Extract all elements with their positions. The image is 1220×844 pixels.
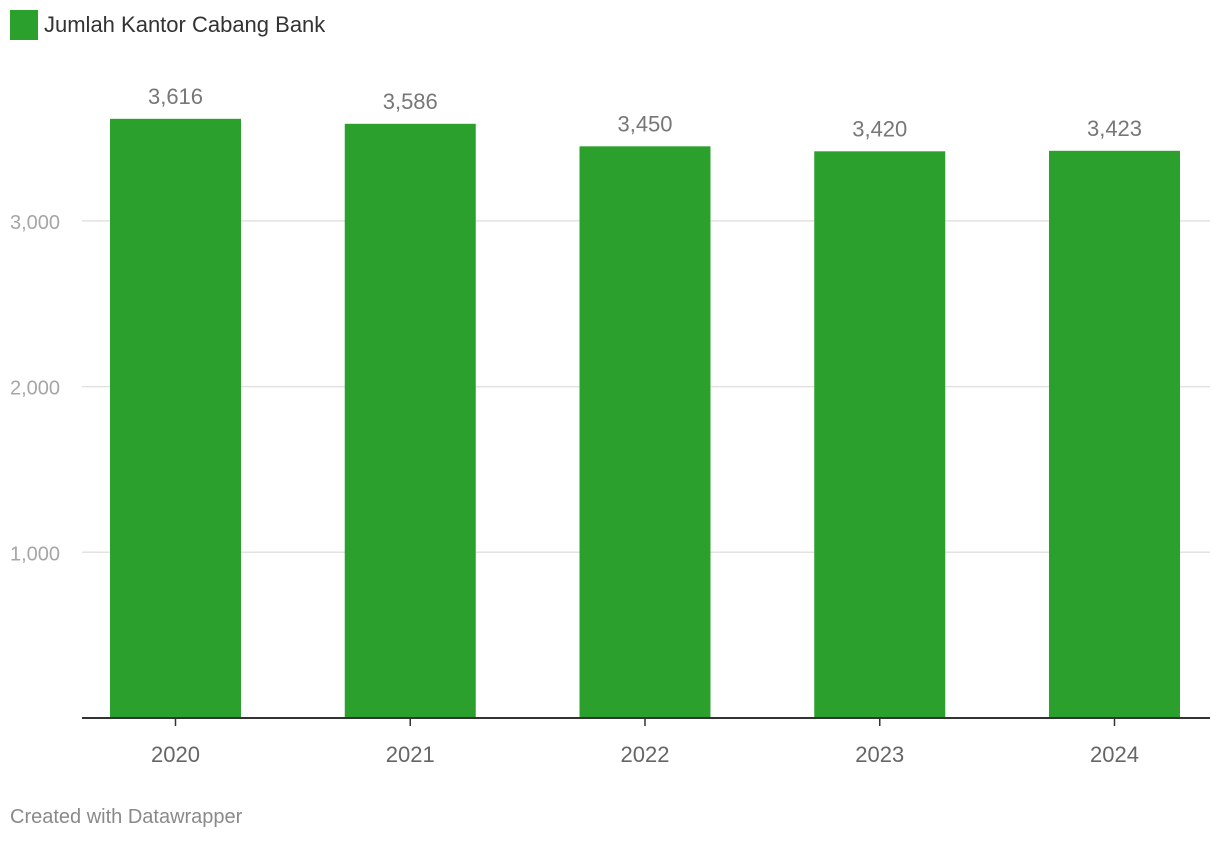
- y-tick-label: 1,000: [10, 543, 60, 565]
- x-tick-label: 2020: [151, 742, 200, 767]
- bar: [344, 123, 476, 718]
- bar: [579, 146, 711, 718]
- bar: [1049, 150, 1180, 718]
- data-labels: 3,616 3,586 3,450 3,420 3,423: [148, 84, 1142, 141]
- x-tick-label: 2023: [855, 742, 904, 767]
- data-label: 3,616: [148, 84, 203, 109]
- legend: Jumlah Kantor Cabang Bank: [10, 10, 325, 40]
- legend-swatch: [10, 10, 38, 40]
- bar: [110, 118, 241, 718]
- y-tick-label: 3,000: [10, 212, 60, 234]
- x-tick-label: 2022: [621, 742, 670, 767]
- x-tick-label: 2021: [386, 742, 435, 767]
- legend-label: Jumlah Kantor Cabang Bank: [44, 12, 326, 37]
- bars: [110, 118, 1180, 718]
- data-label: 3,423: [1087, 116, 1142, 141]
- footer-credit: Created with Datawrapper: [10, 806, 243, 828]
- data-label: 3,420: [852, 116, 907, 141]
- data-label: 3,586: [383, 89, 438, 114]
- y-tick-label: 2,000: [10, 378, 60, 400]
- bar: [814, 151, 946, 718]
- x-tick-label: 2024: [1090, 742, 1139, 767]
- data-label: 3,450: [617, 111, 672, 136]
- x-axis: 2020 2021 2022 2023 2024: [82, 717, 1210, 767]
